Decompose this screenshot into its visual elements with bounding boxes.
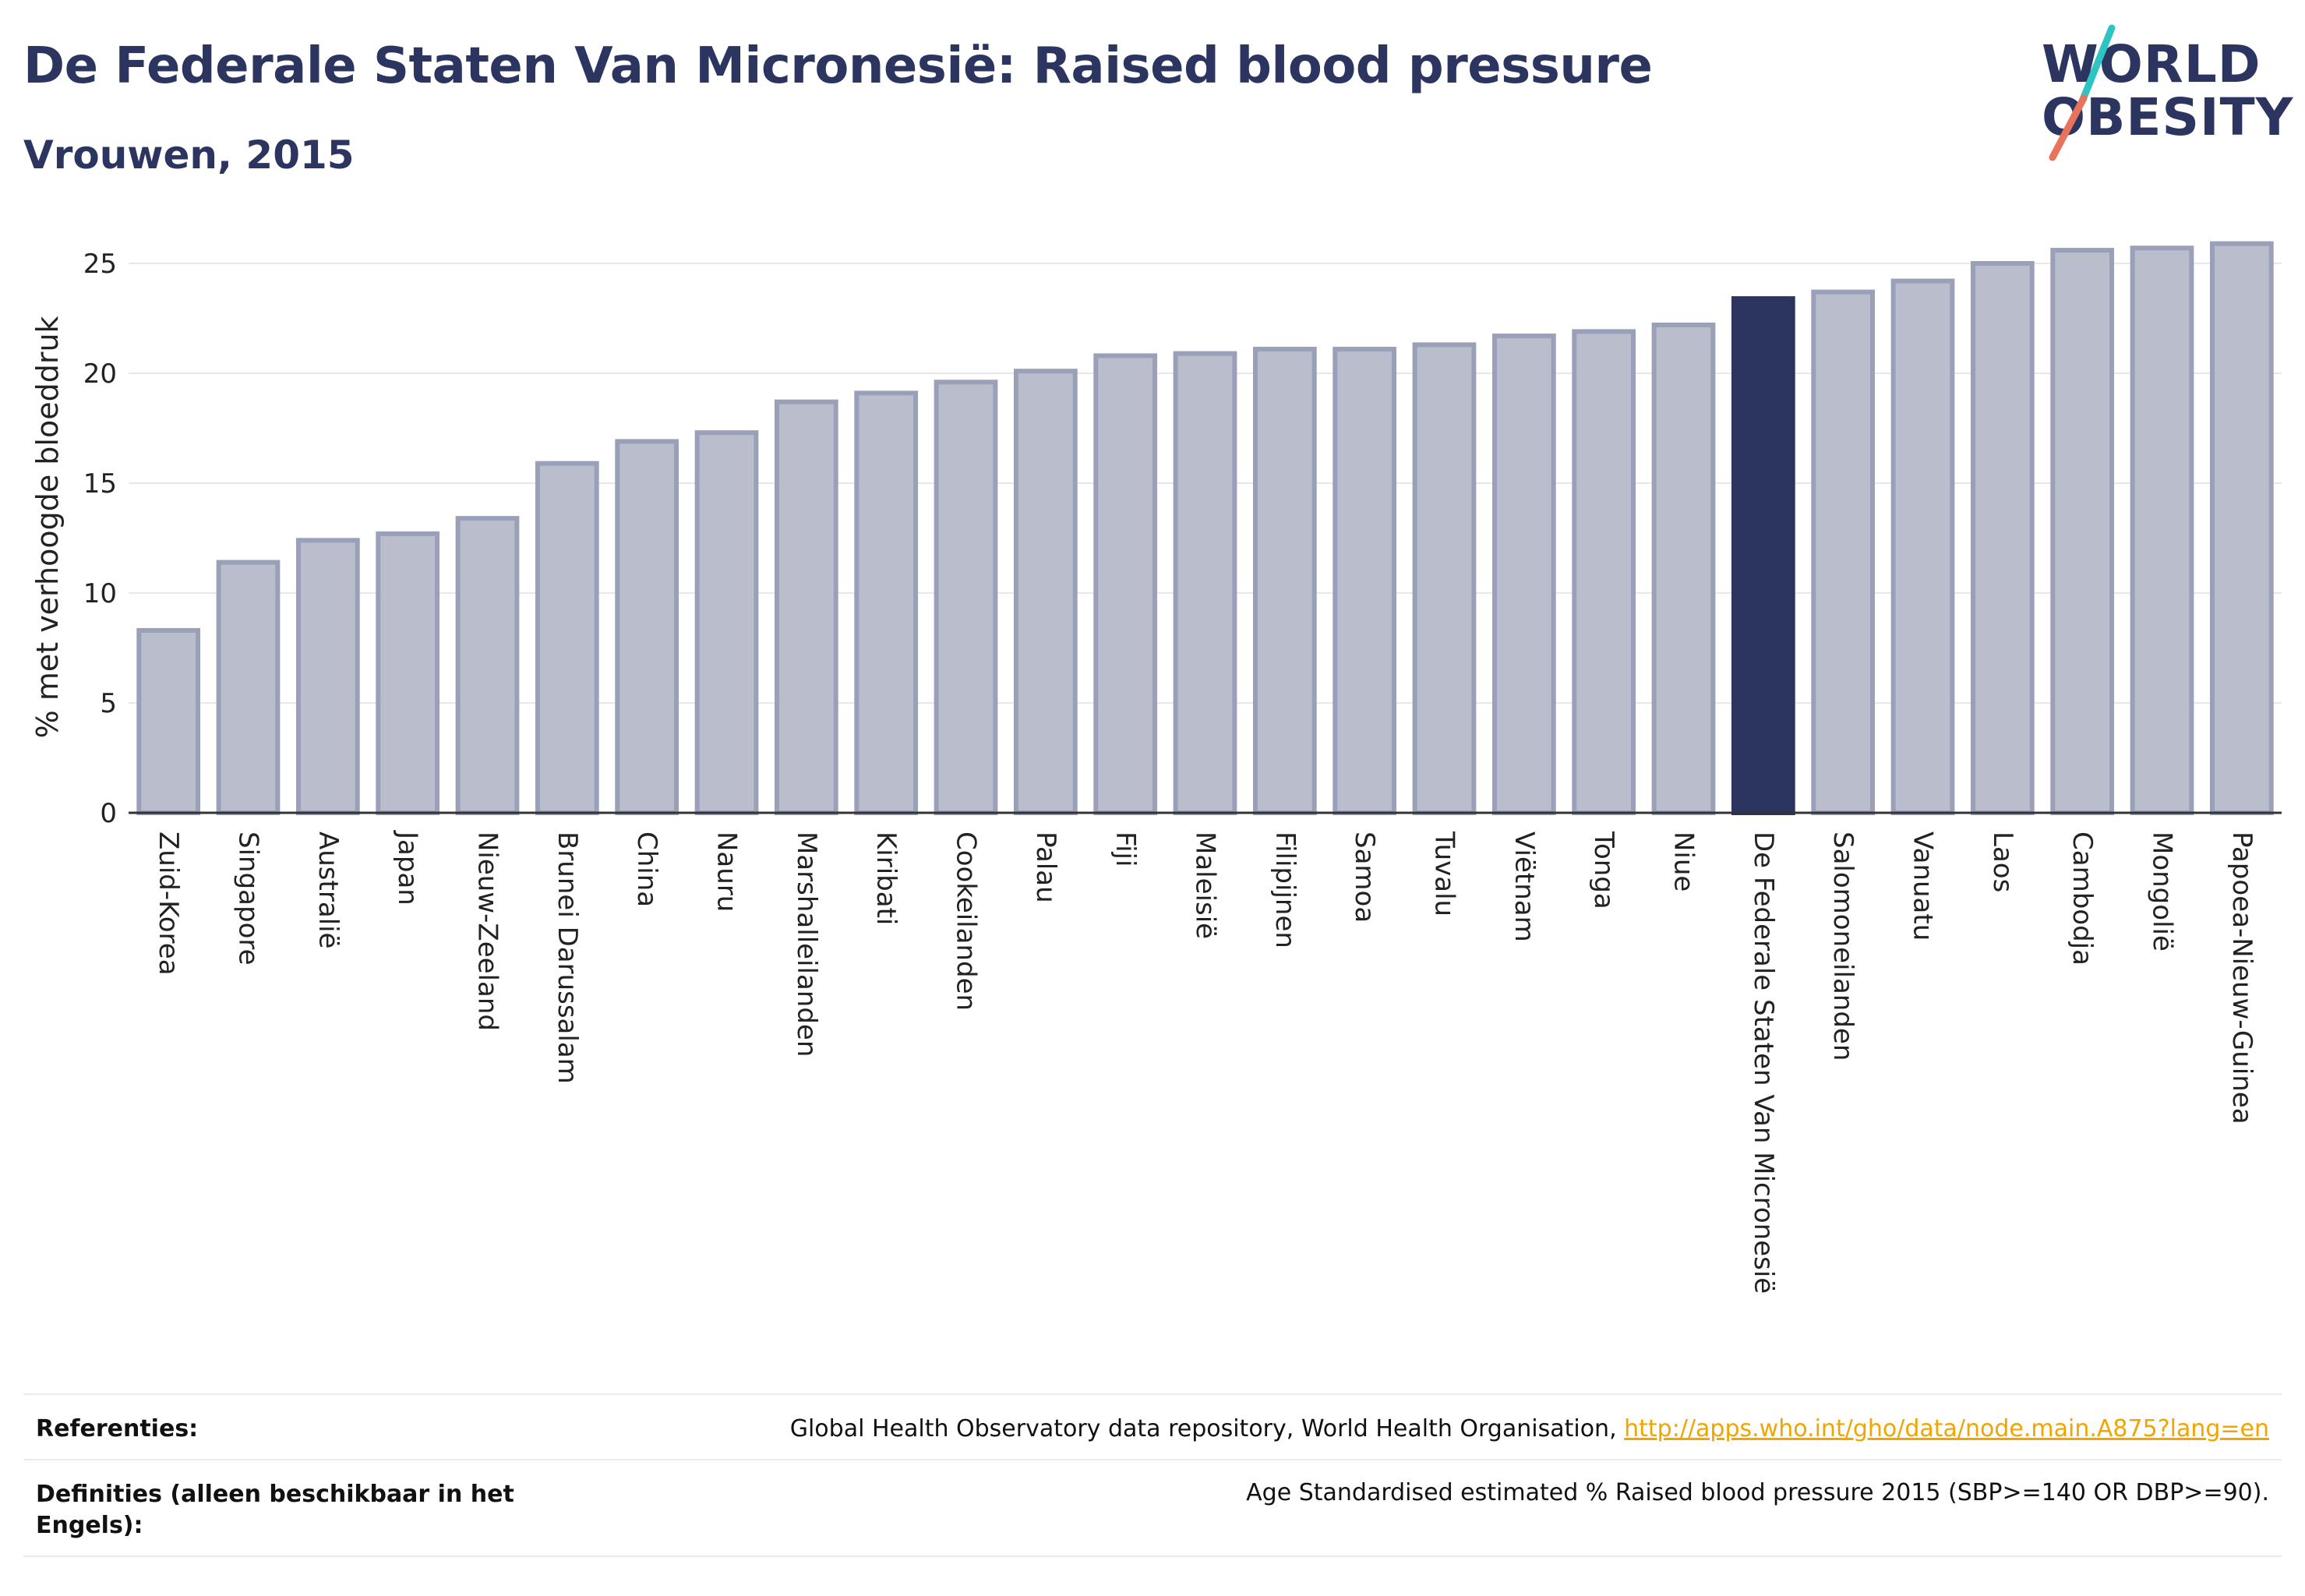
bar (1412, 342, 1477, 815)
bar (216, 560, 281, 816)
bar (1651, 322, 1716, 815)
y-tick-label: 20 (83, 358, 117, 390)
x-tick-label: Vanuatu (1908, 832, 1939, 941)
x-tick-label: Nauru (711, 832, 743, 912)
bar (535, 461, 599, 815)
bar (1731, 296, 1795, 815)
x-tick-label: Mongolië (2147, 832, 2178, 952)
x-tick-label: Zuid-Korea (153, 832, 184, 976)
bar (1572, 329, 1636, 816)
x-tick-label: Japan (392, 830, 423, 906)
bar (136, 627, 201, 815)
bar (1252, 346, 1317, 816)
bar (1970, 261, 2035, 815)
bar (455, 516, 520, 815)
bar (934, 380, 998, 815)
x-tick-label: Samoa (1349, 832, 1380, 923)
x-tick-label: China (631, 832, 662, 907)
x-tick-label: Fiji (1110, 832, 1141, 867)
bar (1173, 351, 1237, 815)
chart-title: De Federale Staten Van Micronesië: Raise… (23, 37, 1653, 95)
logo-line-1: WORLD (2042, 34, 2261, 94)
x-tick-label: Laos (1987, 832, 2018, 892)
y-axis-label: % met verhoogde bloeddruk (30, 316, 65, 738)
chart-subtitle: Vrouwen, 2015 (23, 132, 355, 178)
x-tick-label: Palau (1030, 832, 1061, 903)
bar (1013, 369, 1078, 815)
footer-divider-bottom (23, 1555, 2282, 1557)
x-tick-label: Niue (1668, 832, 1700, 892)
x-tick-label: Singapore (233, 832, 264, 966)
x-tick-label: Viëtnam (1509, 832, 1540, 942)
bar (376, 531, 440, 815)
x-tick-label: Papoea-Nieuw-Guinea (2226, 832, 2257, 1125)
bar (1811, 289, 1876, 816)
definitions-value: Age Standardised estimated % Raised bloo… (1246, 1479, 2269, 1506)
bar (774, 399, 838, 815)
bar (295, 538, 360, 815)
definitions-label: Definities (alleen beschikbaar in het En… (36, 1481, 514, 1539)
footer-divider-top (23, 1393, 2282, 1395)
bar (694, 430, 759, 815)
x-tick-label: Filipijnen (1269, 832, 1301, 948)
y-tick-label: 25 (83, 249, 117, 280)
references-text: Global Health Observatory data repositor… (789, 1415, 1625, 1442)
x-tick-label: Tonga (1588, 831, 1619, 909)
x-tick-label: Marshalleilanden (791, 832, 822, 1057)
bar (2130, 245, 2194, 815)
bar (615, 439, 679, 815)
references-link[interactable]: http://apps.who.int/gho/data/node.main.A… (1624, 1415, 2269, 1442)
x-tick-label: Australië (312, 832, 344, 948)
logo-slash-icon (2049, 24, 2116, 161)
references-value: Global Health Observatory data repositor… (790, 1415, 2269, 1442)
bar (2050, 248, 2115, 815)
y-tick-label: 15 (83, 468, 117, 500)
x-tick-label: Salomoneilanden (1827, 832, 1858, 1061)
x-tick-label: Tuvalu (1429, 831, 1460, 916)
y-tick-label: 5 (100, 688, 117, 719)
x-tick-label: Brunei Darussalam (552, 832, 583, 1084)
y-tick-label: 0 (100, 798, 117, 829)
bar (1093, 353, 1158, 815)
bar (2209, 241, 2274, 815)
bar (1333, 346, 1397, 816)
references-label: Referenties: (36, 1415, 199, 1442)
x-tick-label: Nieuw-Zeeland (472, 832, 503, 1031)
x-tick-label: Maleisië (1190, 832, 1221, 939)
y-tick-label: 10 (83, 578, 117, 609)
x-tick-label: Kiribati (870, 832, 902, 925)
bar (1491, 334, 1556, 815)
x-tick-label: De Federale Staten Van Micronesië (1748, 832, 1779, 1294)
footer-divider-middle (23, 1459, 2282, 1460)
world-obesity-logo: WORLD OBESITY (2034, 23, 2293, 164)
x-tick-label: Cookeilanden (951, 832, 982, 1011)
bar (1890, 278, 1955, 815)
bar (854, 390, 919, 815)
x-tick-label: Cambodja (2067, 832, 2098, 966)
bar-chart: 0 5 10 15 20 25 % met verhoogde bloeddruk Zuid-… (30, 241, 2282, 1294)
